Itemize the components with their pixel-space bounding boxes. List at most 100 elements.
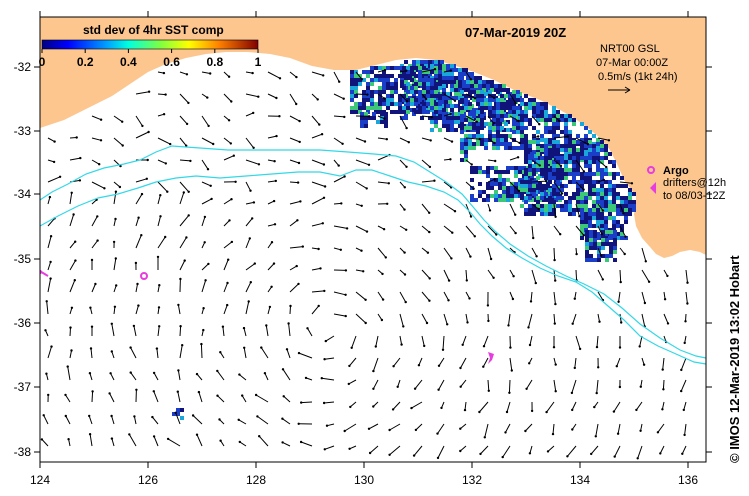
sst-cell — [544, 126, 548, 130]
sst-cell — [572, 122, 576, 126]
vector-head — [450, 140, 454, 143]
current-vector — [355, 225, 368, 233]
vector-head — [551, 432, 555, 436]
sst-cell — [580, 204, 584, 208]
current-vector — [351, 335, 357, 348]
vector-head — [366, 93, 369, 96]
sst-cell — [480, 134, 484, 138]
sst-cell — [580, 232, 584, 236]
sst-cell — [585, 238, 589, 242]
vector-head — [517, 119, 520, 123]
sst-cell — [588, 188, 592, 192]
lon-label: 128 — [246, 473, 266, 487]
vector-head — [200, 342, 203, 346]
sst-cell — [560, 188, 564, 192]
sst-cell — [536, 176, 540, 180]
sst-cell — [604, 172, 608, 176]
vector-head — [300, 401, 303, 404]
sst-cell — [402, 66, 406, 70]
sst-cell — [450, 104, 454, 108]
vector-head — [428, 211, 431, 214]
sst-cell — [414, 82, 418, 86]
sst-cell — [540, 156, 544, 160]
vector-head — [230, 100, 233, 103]
current-vector — [333, 313, 346, 317]
vector-head — [381, 272, 384, 276]
vector-head — [159, 215, 162, 218]
sst-cell — [536, 146, 540, 150]
sst-cell — [536, 164, 540, 168]
sst-cell — [464, 68, 468, 72]
sst-cell — [596, 208, 600, 212]
vector-head — [210, 197, 213, 201]
sst-cell — [588, 192, 592, 196]
sst-cell — [612, 200, 616, 204]
vector-head — [140, 192, 144, 196]
sst-cell — [450, 84, 454, 88]
sst-cell — [434, 102, 438, 106]
vector-head — [319, 267, 322, 270]
current-vector — [179, 71, 188, 75]
sst-cell — [576, 168, 580, 172]
sst-cell — [494, 198, 498, 202]
sst-cell — [600, 212, 604, 216]
current-vector — [597, 269, 604, 280]
sst-cell — [390, 98, 394, 102]
sst-cell — [430, 102, 434, 106]
sst-cell — [498, 186, 502, 190]
vector-head — [613, 455, 616, 458]
sst-cell — [608, 200, 612, 204]
sst-cell — [536, 110, 540, 114]
current-vector — [179, 137, 187, 147]
sst-cell — [516, 106, 520, 110]
vector-head — [396, 385, 399, 388]
sst-cell — [552, 140, 556, 144]
sst-cell — [592, 156, 596, 160]
current-vector — [443, 313, 448, 325]
sst-cell — [552, 200, 556, 204]
lat-label: -33 — [14, 124, 32, 138]
sst-cell — [560, 114, 564, 118]
sst-cell — [620, 176, 624, 180]
sst-cell — [597, 234, 601, 238]
sst-cell — [460, 142, 464, 146]
sst-cell — [378, 86, 382, 90]
current-vector — [662, 357, 665, 370]
sst-cell — [446, 124, 450, 128]
colorbar-ticks: 0 0.2 0.4 0.6 0.8 1 — [39, 49, 262, 69]
current-vector — [324, 357, 335, 360]
sst-cell — [544, 212, 548, 216]
current-vector — [41, 439, 49, 447]
sst-cell — [524, 184, 528, 188]
vector-head — [166, 437, 170, 441]
vector-head — [265, 324, 268, 327]
current-vector — [333, 71, 340, 82]
vector-head — [437, 388, 440, 391]
vector-head — [219, 351, 222, 354]
current-vector — [639, 335, 643, 347]
sst-cell — [400, 80, 404, 84]
sst-cell — [628, 192, 632, 196]
sst-cell — [632, 200, 636, 204]
sst-cell — [402, 106, 406, 110]
current-vector — [255, 394, 269, 403]
sst-cell — [516, 94, 520, 98]
current-vector — [683, 401, 687, 411]
vector-head — [273, 223, 277, 226]
sst-cell — [556, 114, 560, 118]
sst-cell — [524, 188, 528, 192]
sst-cell — [540, 134, 544, 138]
sst-cell — [442, 84, 446, 88]
vector-head — [119, 164, 122, 168]
vector-head — [598, 320, 601, 323]
sst-cell — [506, 186, 510, 190]
vector-head — [278, 115, 281, 118]
vector-head — [530, 409, 534, 413]
sst-cell — [454, 128, 458, 132]
vector-head — [365, 187, 368, 190]
current-vector — [483, 335, 489, 347]
vector-head — [666, 274, 669, 278]
current-vector — [91, 115, 102, 121]
sst-cell — [628, 208, 632, 212]
vector-head — [197, 390, 201, 394]
